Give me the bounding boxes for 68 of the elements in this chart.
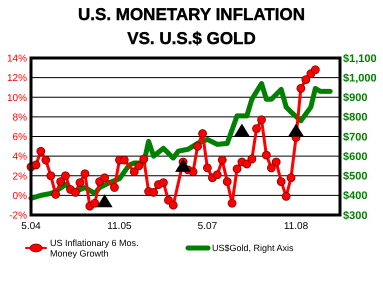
point (168, 200, 178, 210)
y-tick-label: 2% (12, 171, 28, 182)
point (218, 156, 227, 164)
point (188, 167, 198, 176)
point (203, 164, 212, 172)
point (282, 192, 291, 201)
point (56, 177, 66, 186)
y2-tick-label: $500 (343, 170, 368, 183)
point (149, 188, 158, 197)
point (257, 115, 266, 124)
point (139, 154, 148, 164)
point (276, 177, 286, 186)
point (198, 129, 207, 138)
point (134, 162, 144, 170)
point (130, 167, 139, 176)
point (120, 156, 129, 164)
point (310, 65, 320, 74)
point (296, 84, 306, 93)
y2-tick-label: $1,000 (343, 72, 377, 84)
point (247, 154, 256, 164)
point (159, 178, 168, 188)
y2-tick-label: $700 (343, 131, 368, 144)
point (193, 142, 202, 151)
point (41, 156, 50, 164)
x-tick-label: 11.08 (284, 221, 309, 232)
point (272, 158, 281, 166)
point (76, 178, 84, 188)
legend-label: US$Gold, Right Axis (212, 243, 294, 254)
y-tick-label: 0% (12, 190, 28, 202)
point (90, 198, 100, 208)
point (232, 164, 242, 174)
point (222, 177, 232, 186)
y-tick-label: 6% (12, 132, 28, 143)
chart-title: U.S. MONETARY INFLATION VS. U.S.$ GOLD (78, 5, 305, 48)
point (212, 170, 222, 180)
point (61, 171, 70, 180)
y2-tick-label: $400 (343, 190, 368, 202)
point (266, 164, 276, 172)
point (51, 190, 60, 199)
y-tick-label: 10% (6, 92, 28, 104)
point (46, 171, 56, 180)
y-tick-label: 8% (12, 112, 28, 124)
point (80, 169, 90, 178)
legend-label: US Inflationary 6 Mos. Money Growth (50, 238, 139, 258)
y2-tick-label: $600 (343, 150, 368, 163)
y2-tick-label: $300 (343, 210, 368, 222)
point (228, 198, 236, 208)
point (252, 124, 261, 134)
point (286, 173, 296, 182)
y-tick-label: 4% (12, 152, 28, 163)
x-tick-label: 11.05 (107, 221, 132, 232)
y-tick-label: 14% (6, 54, 28, 64)
y-tick-label: 12% (6, 73, 28, 84)
point (288, 124, 304, 137)
x-tick-label: 5.07 (198, 221, 218, 232)
y2-tick-label: $1,100 (343, 52, 377, 65)
y2-tick-label: $800 (343, 112, 368, 124)
y-tick-label: -2% (9, 210, 28, 222)
point (36, 146, 46, 156)
point (110, 183, 119, 192)
point (262, 150, 271, 160)
point (234, 124, 250, 137)
point (301, 75, 310, 84)
x-tick-label: 5.04 (21, 221, 42, 232)
point (32, 160, 40, 170)
point (71, 188, 80, 197)
point (100, 173, 110, 182)
y2-tick-label: $900 (343, 92, 368, 104)
